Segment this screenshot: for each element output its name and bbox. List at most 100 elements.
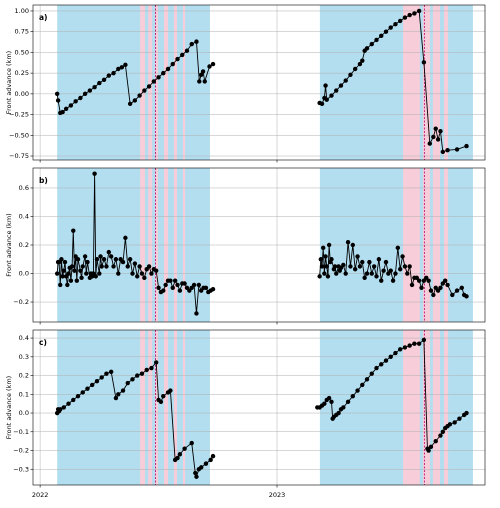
y-tick-label: 0.6 bbox=[19, 184, 29, 192]
data-point bbox=[63, 106, 69, 111]
data-point bbox=[355, 254, 360, 259]
data-point bbox=[345, 239, 351, 245]
data-point bbox=[208, 457, 213, 463]
data-point bbox=[72, 268, 77, 273]
data-point bbox=[388, 25, 393, 30]
data-point bbox=[123, 235, 128, 241]
data-point bbox=[445, 148, 450, 153]
data-point bbox=[189, 440, 194, 446]
data-point bbox=[324, 264, 329, 269]
period-band bbox=[444, 5, 449, 160]
data-point bbox=[341, 262, 346, 268]
data-point bbox=[127, 101, 133, 107]
data-point bbox=[421, 60, 427, 65]
data-point bbox=[317, 274, 322, 279]
data-point bbox=[362, 275, 367, 280]
data-point bbox=[322, 271, 327, 276]
data-point bbox=[464, 294, 469, 299]
data-point bbox=[329, 257, 334, 262]
data-point bbox=[319, 101, 325, 107]
data-point bbox=[426, 278, 431, 283]
y-tick-label: −0.50 bbox=[9, 131, 29, 139]
period-band bbox=[140, 5, 146, 160]
y-tick-label: 0.0 bbox=[19, 270, 29, 278]
y-tick-label: −0.2 bbox=[13, 447, 29, 455]
data-point bbox=[180, 52, 185, 58]
data-point bbox=[71, 397, 76, 403]
data-point bbox=[111, 70, 116, 76]
y-tick-label: −0.1 bbox=[13, 428, 29, 436]
x-tick-label: 2023 bbox=[269, 491, 286, 499]
data-line bbox=[56, 173, 214, 314]
data-point bbox=[440, 429, 446, 434]
data-point bbox=[322, 401, 327, 406]
data-point bbox=[156, 75, 161, 80]
data-point bbox=[113, 395, 119, 401]
data-point bbox=[421, 337, 427, 343]
data-point bbox=[163, 282, 168, 288]
data-point bbox=[149, 365, 154, 371]
y-tick-label: 0.4 bbox=[19, 212, 29, 220]
data-point bbox=[58, 407, 63, 412]
data-point bbox=[149, 271, 154, 276]
data-point bbox=[433, 438, 438, 444]
y-tick-label: 0.25 bbox=[15, 69, 29, 77]
data-point bbox=[438, 285, 443, 290]
data-point bbox=[435, 137, 441, 142]
period-band bbox=[182, 5, 186, 160]
data-point bbox=[198, 72, 204, 77]
data-point bbox=[364, 46, 370, 51]
data-point bbox=[374, 365, 379, 371]
data-point bbox=[130, 377, 135, 382]
data-point bbox=[464, 143, 469, 149]
data-point bbox=[431, 292, 436, 298]
period-band bbox=[319, 5, 473, 160]
data-point bbox=[93, 274, 98, 279]
data-point bbox=[127, 257, 133, 262]
data-point bbox=[350, 242, 356, 248]
data-point bbox=[194, 39, 199, 44]
y-tick-label: 0.50 bbox=[15, 48, 29, 56]
data-point bbox=[125, 264, 130, 269]
data-point bbox=[80, 390, 85, 395]
data-point bbox=[68, 103, 74, 108]
data-point bbox=[376, 257, 382, 262]
y-tick-label: 0.1 bbox=[19, 390, 29, 398]
period-band bbox=[444, 330, 449, 485]
data-point bbox=[170, 61, 175, 67]
data-point bbox=[443, 278, 448, 283]
data-point bbox=[161, 70, 166, 76]
data-point bbox=[374, 37, 379, 43]
y-tick-label: 1.00 bbox=[15, 7, 29, 15]
data-point bbox=[84, 271, 89, 276]
data-point bbox=[184, 48, 190, 53]
data-point bbox=[329, 93, 334, 98]
data-point bbox=[334, 271, 339, 276]
data-point bbox=[116, 66, 121, 72]
data-point bbox=[146, 84, 152, 89]
data-point bbox=[457, 416, 462, 421]
period-band bbox=[432, 330, 440, 485]
data-point bbox=[369, 271, 374, 276]
axes-frame bbox=[32, 4, 486, 161]
data-point bbox=[319, 264, 325, 269]
y-tick-label: −0.75 bbox=[9, 152, 29, 160]
data-point bbox=[459, 285, 464, 290]
data-point bbox=[144, 367, 149, 373]
data-point bbox=[369, 371, 374, 376]
data-point bbox=[161, 288, 166, 293]
data-point bbox=[318, 257, 324, 262]
data-point bbox=[106, 73, 112, 78]
data-point bbox=[142, 88, 147, 93]
data-point bbox=[329, 399, 334, 404]
data-point bbox=[189, 41, 194, 47]
data-point bbox=[198, 465, 204, 470]
data-point bbox=[409, 282, 415, 288]
data-point bbox=[120, 388, 126, 393]
data-point bbox=[348, 264, 353, 269]
y-axis-label: Front advance (km) bbox=[5, 213, 13, 276]
data-point bbox=[364, 271, 370, 276]
data-point bbox=[326, 242, 332, 248]
data-point bbox=[108, 254, 114, 259]
data-point bbox=[158, 399, 164, 404]
